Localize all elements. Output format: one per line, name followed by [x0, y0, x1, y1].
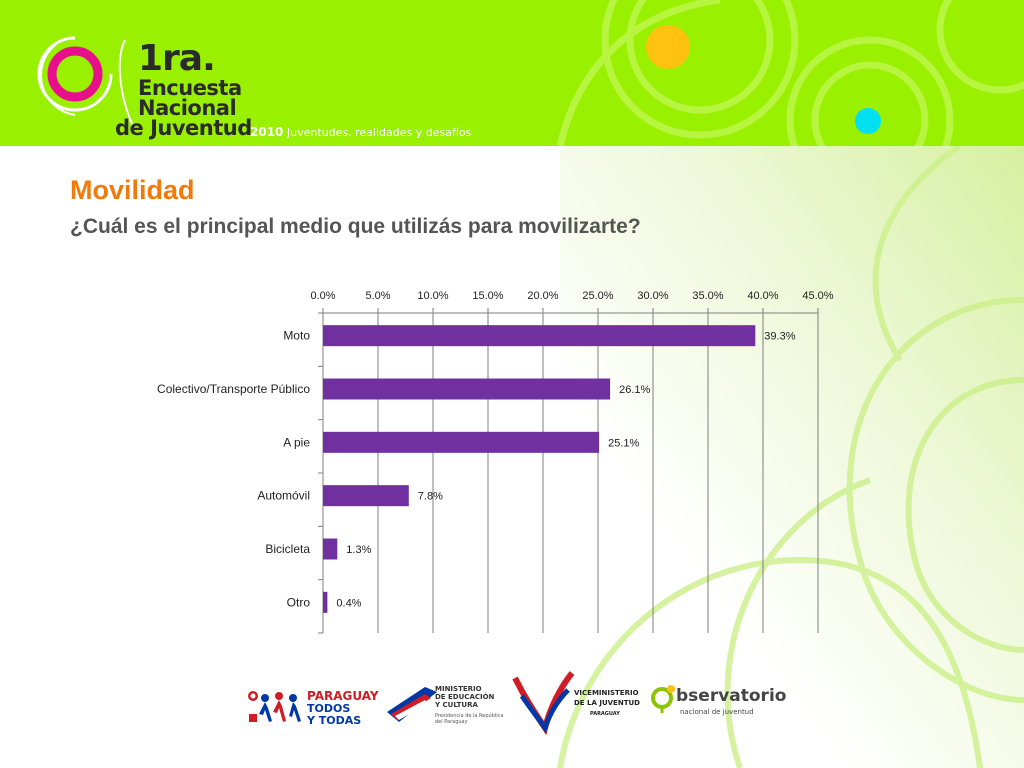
bar [323, 325, 756, 347]
footer-logos: PARAGUAY TODOS Y TODAS MINISTERIO DE EDU… [0, 660, 1024, 750]
x-tick-label: 5.0% [365, 290, 390, 302]
bar [323, 378, 611, 400]
slide-subtitle: ¿Cuál es el principal medio que utilizás… [70, 215, 641, 238]
slide-title: Movilidad [70, 175, 195, 205]
obs-line2: nacional de juventud [680, 708, 754, 716]
category-label: Otro [287, 595, 311, 609]
mec-flag-icon [387, 687, 437, 722]
mec-line3: Y CULTURA [435, 701, 478, 709]
header-tagline: 2010 Juventudes, realidades y desafíos [250, 125, 471, 139]
tagline-text: Juventudes, realidades y desafíos [286, 126, 472, 139]
x-tick-label: 0.0% [310, 290, 335, 302]
mec-line5: del Paraguay [435, 719, 468, 725]
x-tick-label: 45.0% [802, 290, 833, 302]
bar [323, 538, 338, 560]
logo-edition: 1ra. [138, 38, 216, 79]
vice-line1: VICEMINISTERIO [574, 689, 639, 697]
x-tick-label: 40.0% [747, 290, 778, 302]
x-tick-label: 20.0% [527, 290, 558, 302]
logo-paraguay-todos: PARAGUAY TODOS Y TODAS [245, 688, 379, 728]
viceministerio-swoosh-icon [512, 671, 575, 736]
mec-line1: MINISTERIO [435, 685, 482, 693]
logo-line-nacional: Nacional [138, 96, 237, 120]
logo-observatorio: bservatorio nacional de juventud [650, 682, 787, 727]
logo-ministerio-educacion: MINISTERIO DE EDUCACIÓN Y CULTURA Presid… [385, 682, 515, 737]
mec-line4: Presidencia de la República [435, 713, 504, 719]
y-todas-text: Y TODAS [307, 714, 362, 727]
bar [323, 431, 600, 453]
x-tick-label: 25.0% [582, 290, 613, 302]
data-label: 1.3% [346, 544, 371, 556]
bar-chart: 0.0% 5.0% 10.0% 15.0% 20.0% 25.0% 30.0% 35.0% 40… [157, 290, 834, 634]
x-tick-label: 15.0% [472, 290, 503, 302]
category-label: A pie [283, 435, 310, 449]
data-label: 0.4% [336, 597, 361, 609]
obs-line1: bservatorio [676, 686, 787, 706]
data-label: 39.3% [764, 331, 795, 343]
x-tick-label: 10.0% [417, 290, 448, 302]
logo-line-juventud: de Juventud [115, 116, 252, 140]
data-label: 7.8% [418, 491, 443, 503]
category-label: Moto [283, 329, 310, 343]
bar [323, 485, 409, 507]
logo-line-encuesta: Encuesta [138, 76, 242, 100]
category-label: Bicicleta [265, 542, 310, 556]
category-label: Automóvil [257, 489, 310, 503]
logo-viceministerio-juventud: VICEMINISTERIO DE LA JUVENTUD PARAGUAY [510, 668, 640, 743]
people-icon [248, 691, 301, 722]
tagline-year: 2010 [250, 125, 284, 139]
paraguay-text: PARAGUAY [307, 689, 379, 703]
data-label: 26.1% [619, 384, 650, 396]
category-label: Colectivo/Transporte Público [157, 382, 310, 396]
bar [323, 591, 328, 613]
header-band: 1ra. Encuesta Nacional de Juventud 2010 … [0, 0, 1024, 146]
x-tick-label: 30.0% [637, 290, 668, 302]
data-label: 25.1% [608, 437, 639, 449]
logo-edition-text: 1ra. [138, 38, 216, 79]
mec-line2: DE EDUCACIÓN [435, 693, 495, 701]
observatorio-icon [651, 685, 675, 713]
header-decoration [37, 0, 1024, 146]
x-tick-label: 35.0% [692, 290, 723, 302]
vice-line2: DE LA JUVENTUD [574, 699, 640, 707]
vice-line3: PARAGUAY [590, 711, 620, 717]
todos-text: TODOS [307, 702, 351, 715]
